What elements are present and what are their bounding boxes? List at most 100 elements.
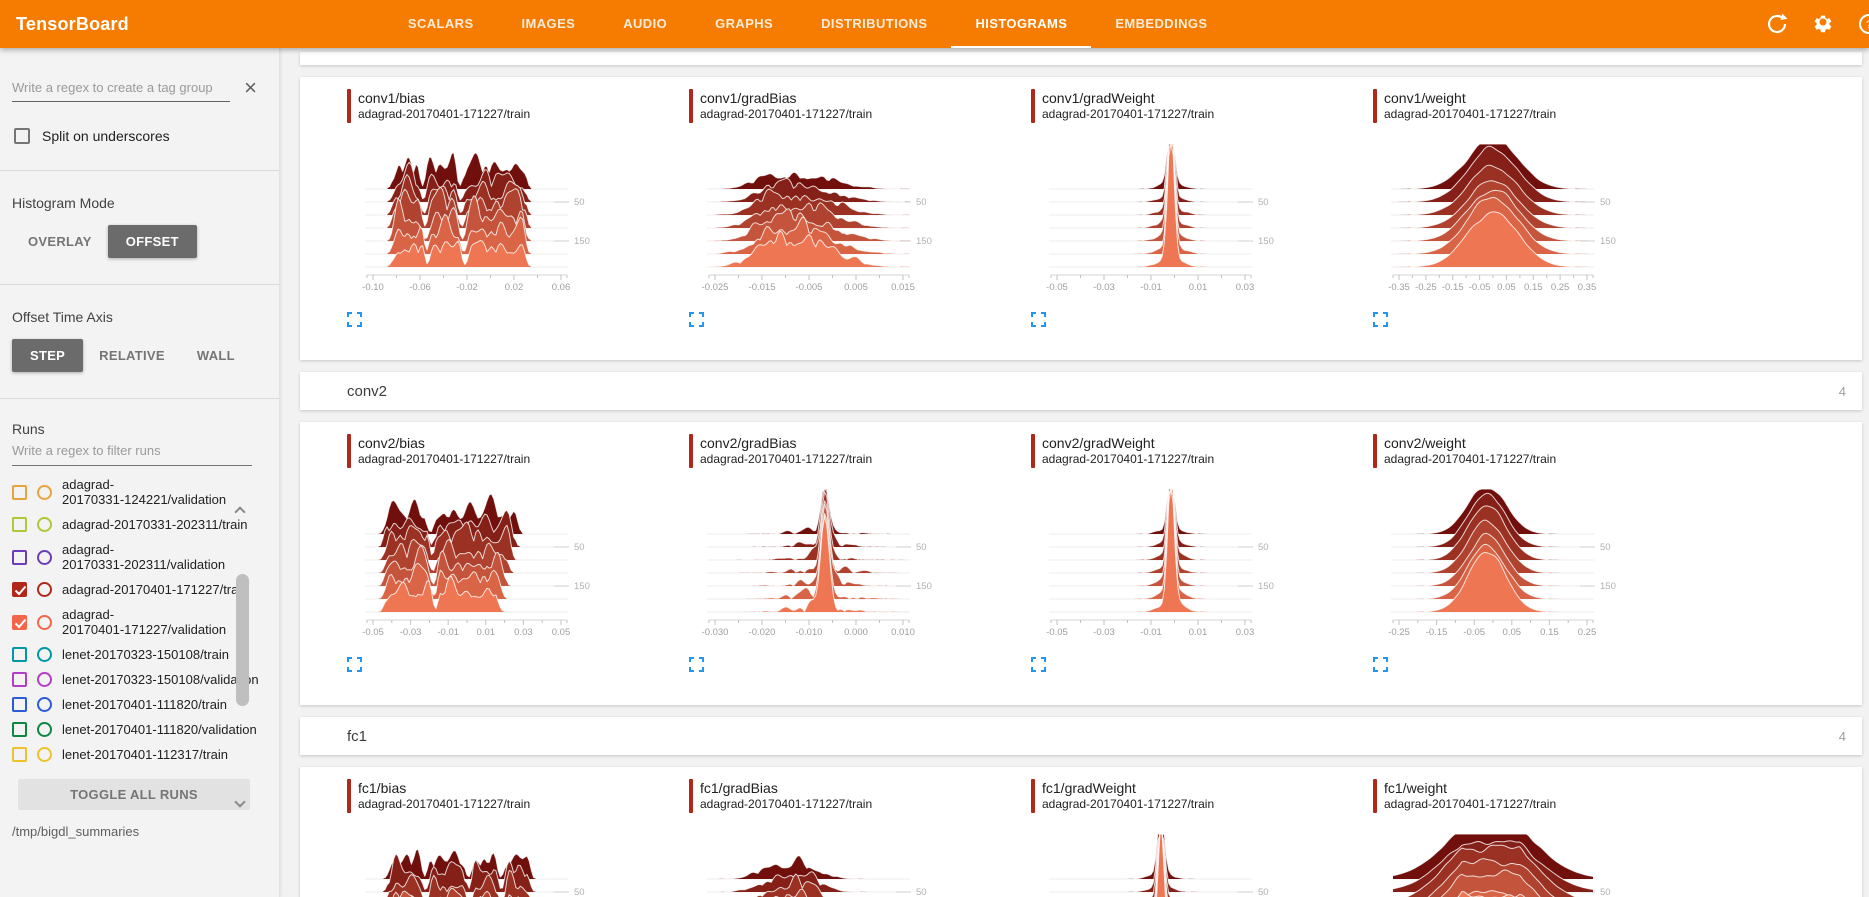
run-item[interactable]: adagrad- 20170401-171227/validation: [12, 602, 267, 642]
expand-chart-icon[interactable]: [689, 657, 704, 672]
settings-gear-icon[interactable]: [1811, 12, 1835, 36]
histogram-ridgeline-plot[interactable]: 50 150 -0.35 -0.25 -0.15 -0.05 0.05 0.15 0.25 0.3…: [1373, 137, 1658, 295]
run-item[interactable]: lenet-20170323-150108/train: [12, 642, 267, 667]
help-icon[interactable]: ?: [1857, 12, 1869, 36]
tab-images[interactable]: IMAGES: [521, 15, 576, 31]
run-radio[interactable]: [37, 722, 52, 737]
run-checkbox[interactable]: [12, 672, 27, 687]
expand-chart-icon[interactable]: [689, 312, 704, 327]
run-checkbox[interactable]: [12, 614, 27, 630]
tab-distributions[interactable]: DISTRIBUTIONS: [821, 15, 928, 31]
chart-title-block: conv2/weight adagrad-20170401-171227/trai…: [1384, 434, 1556, 468]
relative-axis-button[interactable]: RELATIVE: [83, 339, 181, 372]
overlay-mode-button[interactable]: OVERLAY: [12, 225, 108, 258]
runs-scrollbar-thumb[interactable]: [236, 574, 249, 706]
run-item[interactable]: adagrad- 20170331-124221/validation: [12, 472, 267, 512]
tag-group-conv2: conv2 4 conv2/bias adagrad-20170401-171227/…: [300, 372, 1869, 705]
tab-histograms[interactable]: HISTOGRAMS: [951, 0, 1092, 48]
svg-text:50: 50: [574, 542, 585, 553]
group-header-fc1[interactable]: fc1 4: [300, 717, 1862, 755]
run-checkbox[interactable]: [12, 722, 27, 737]
run-item[interactable]: lenet-20170401-111820/validation: [12, 717, 267, 742]
run-radio[interactable]: [37, 582, 52, 597]
histogram-ridgeline-plot[interactable]: 50 150 -0.025 -0.015 -0.005 0.005 0.015: [689, 137, 974, 295]
chart-plot-holder: 50 150 -0.05 -0.03 -0.01 0.01 0.03: [1031, 482, 1373, 645]
svg-text:0.01: 0.01: [477, 627, 496, 638]
tab-scalars[interactable]: SCALARS: [407, 15, 474, 31]
expand-chart-button[interactable]: [1031, 657, 1046, 672]
run-item[interactable]: adagrad-20170331-202311/train: [12, 512, 267, 537]
toggle-all-runs-button[interactable]: TOGGLE ALL RUNS: [18, 779, 250, 810]
run-checkbox[interactable]: [12, 582, 27, 597]
run-checkbox[interactable]: [12, 647, 27, 662]
histogram-ridgeline-plot[interactable]: 50 150 -0.030 -0.020 -0.010 0.000 0.010: [689, 482, 974, 640]
tab-audio[interactable]: AUDIO: [623, 15, 668, 31]
group-header-conv2[interactable]: conv2 4: [300, 372, 1862, 410]
expand-chart-icon[interactable]: [347, 657, 362, 672]
histogram-ridgeline-plot[interactable]: 50 150 -0.25 -0.15 -0.05 0.05 0.15 0.25: [1373, 482, 1658, 640]
scroll-down-icon[interactable]: [233, 796, 247, 808]
expand-chart-icon[interactable]: [1031, 312, 1046, 327]
step-axis-button[interactable]: STEP: [12, 339, 84, 372]
expand-chart-icon[interactable]: [1373, 657, 1388, 672]
wall-axis-button[interactable]: WALL: [181, 339, 251, 372]
svg-text:-0.03: -0.03: [400, 627, 422, 638]
run-checkbox[interactable]: [12, 517, 27, 532]
chart-tag-title: conv1/gradBias: [700, 90, 797, 106]
run-radio[interactable]: [37, 647, 52, 662]
run-item[interactable]: adagrad-20170401-171227/train: [12, 577, 267, 602]
histogram-ridgeline-plot[interactable]: 50 150 -0.05 -0.03 -0.01 0.01 0.03: [1031, 137, 1316, 295]
run-item[interactable]: lenet-20170401-111820/train: [12, 692, 267, 717]
run-checkbox[interactable]: [12, 697, 27, 712]
run-radio[interactable]: [37, 697, 52, 712]
svg-text:-0.35: -0.35: [1388, 282, 1410, 293]
histogram-ridgeline-plot[interactable]: 50 150 -0.05 -0.03 -0.01 0.01 0.03 0.05: [347, 482, 632, 640]
expand-chart-button[interactable]: [1373, 312, 1388, 327]
run-item[interactable]: lenet-20170323-150108/validation: [12, 667, 267, 692]
run-checkbox[interactable]: [12, 747, 27, 762]
run-label: adagrad- 20170331-202311/validation: [62, 542, 226, 572]
expand-chart-button[interactable]: [1031, 312, 1046, 327]
run-checkbox[interactable]: [12, 484, 27, 500]
expand-chart-button[interactable]: [689, 657, 704, 672]
expand-chart-icon[interactable]: [347, 312, 362, 327]
run-radio[interactable]: [37, 484, 52, 500]
split-underscores-checkbox[interactable]: [14, 128, 30, 144]
run-radio[interactable]: [37, 672, 52, 687]
run-item[interactable]: adagrad- 20170331-202311/validation: [12, 537, 267, 577]
run-radio[interactable]: [37, 614, 52, 630]
run-checkbox[interactable]: [12, 549, 27, 565]
scroll-up-icon[interactable]: [233, 506, 247, 518]
expand-chart-button[interactable]: [347, 657, 362, 672]
run-item[interactable]: lenet-20170401-112317/train: [12, 742, 267, 767]
svg-text:50: 50: [1258, 887, 1269, 897]
chart-plot-holder: 50 150 -0.10 -0.06 -0.02 0.02 0.06: [347, 137, 689, 300]
histogram-ridgeline-plot[interactable]: 50 150 -0.05 -0.03 -0.01 0.01 0.03: [1031, 482, 1316, 640]
expand-chart-button[interactable]: [347, 312, 362, 327]
expand-chart-icon[interactable]: [1373, 312, 1388, 327]
svg-text:0.35: 0.35: [1578, 282, 1597, 293]
run-radio[interactable]: [37, 517, 52, 532]
svg-text:0.03: 0.03: [1236, 627, 1255, 638]
runs-regex-input[interactable]: [12, 437, 252, 466]
expand-chart-button[interactable]: [1373, 657, 1388, 672]
svg-text:-0.030: -0.030: [702, 627, 729, 638]
run-label: lenet-20170401-111820/validation: [62, 722, 257, 737]
clear-filter-icon[interactable]: ×: [244, 75, 257, 100]
refresh-icon[interactable]: [1765, 12, 1789, 36]
run-radio[interactable]: [37, 549, 52, 565]
svg-text:-0.01: -0.01: [1140, 282, 1162, 293]
tab-embeddings[interactable]: EMBEDDINGS: [1115, 15, 1208, 31]
tab-graphs[interactable]: GRAPHS: [715, 15, 774, 31]
histogram-ridgeline-plot[interactable]: 50 150 -0.10 -0.06 -0.02 0.02 0.06: [347, 137, 632, 295]
expand-chart-icon[interactable]: [1031, 657, 1046, 672]
run-radio[interactable]: [37, 747, 52, 762]
expand-chart-button[interactable]: [689, 312, 704, 327]
offset-mode-button[interactable]: OFFSET: [107, 225, 197, 258]
histogram-card-conv1-gradWeight: conv1/gradWeight adagrad-20170401-171227/…: [1031, 89, 1373, 332]
tag-group-regex-input[interactable]: [12, 76, 230, 102]
